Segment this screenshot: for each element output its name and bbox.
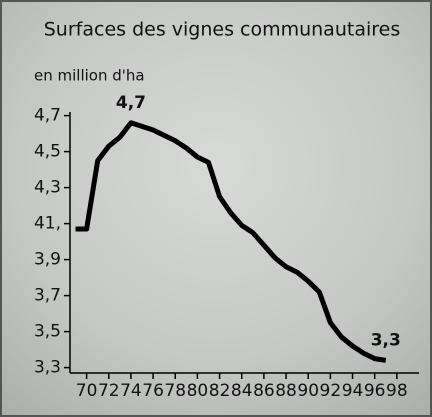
x-tick-label: 88	[275, 381, 297, 401]
y-tick-label: 3,9	[34, 250, 61, 270]
y-tick-label: 41,	[34, 214, 61, 234]
x-tick-label: 94	[342, 381, 364, 401]
x-tick-label: 84	[231, 381, 253, 401]
x-tick-label: 74	[120, 381, 142, 401]
y-tick-label: 3,5	[34, 322, 61, 342]
x-tick-label: 98	[386, 381, 408, 401]
x-tick-label: 70	[76, 381, 98, 401]
y-tick-label: 4,5	[34, 142, 61, 162]
y-tick-label: 3,3	[34, 358, 61, 378]
chart: Surfaces des vignes communautaires en mi…	[0, 0, 432, 417]
x-tick-label: 72	[98, 381, 120, 401]
y-tick-label: 3,7	[34, 286, 61, 306]
x-tick-label: 90	[297, 381, 319, 401]
x-tick-label: 92	[320, 381, 342, 401]
y-tick-label: 4,7	[34, 106, 61, 126]
x-tick-label: 80	[187, 381, 209, 401]
y-tick-label: 4,3	[34, 178, 61, 198]
value-label: 4,7	[116, 93, 146, 113]
x-tick-label: 86	[253, 381, 275, 401]
chart-title: Surfaces des vignes communautaires	[44, 19, 400, 41]
value-label: 3,3	[371, 330, 401, 350]
x-tick-label: 76	[142, 381, 164, 401]
subtitle: en million d'ha	[34, 67, 145, 85]
x-tick-label: 96	[364, 381, 386, 401]
x-tick-label: 82	[209, 381, 231, 401]
x-tick-label: 78	[164, 381, 186, 401]
